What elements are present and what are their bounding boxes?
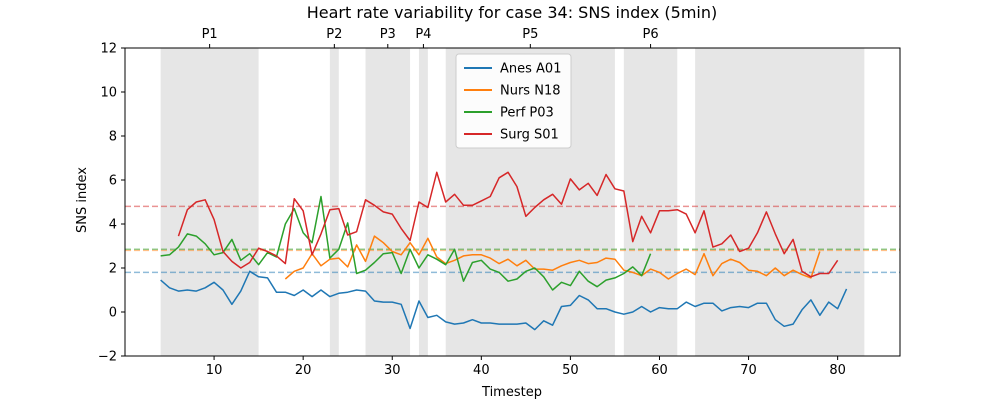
x-tick-label: 70 [740,363,757,378]
y-tick-label: 6 [109,174,117,189]
legend-entry: Anes A01 [500,62,561,77]
phase-band [160,48,259,356]
y-tick-label: 0 [109,306,117,321]
series-line-nurs-n18 [284,235,821,280]
phase-band [695,48,811,356]
series-line-perf-p03 [160,195,652,291]
x-axis-ticks: 10 20 30 40 50 60 70 80 [206,356,846,378]
phase-label: P3 [380,27,396,42]
phase-labels: P1 P2 P3 P4 P5 P6 [202,27,659,48]
chart-title: Heart rate variability for case 34: SNS … [307,3,717,22]
phase-label: P2 [326,27,342,42]
series-lines [160,171,848,331]
legend-box [455,53,572,149]
phase-band [623,48,678,356]
phase-label: P6 [643,27,659,42]
x-tick-label: 50 [562,363,579,378]
y-tick-label: 8 [109,130,117,145]
x-tick-label: 10 [206,363,223,378]
legend-entry: Nurs N18 [500,84,560,99]
phase-band [365,48,411,356]
legend-entry: Perf P03 [500,106,554,121]
phase-band [810,48,865,356]
legend: Anes A01 Nurs N18 Perf P03 Surg S01 [455,53,572,149]
x-tick-label: 80 [829,363,846,378]
x-tick-label: 20 [295,363,312,378]
y-axis-label: SNS index [75,167,90,233]
plot-frame [124,47,901,357]
x-tick-label: 40 [473,363,490,378]
x-axis-label: Timestep [481,385,542,400]
legend-entry: Surg S01 [500,128,559,143]
series-line-anes-a01 [160,270,848,331]
y-tick-label: 12 [100,42,117,57]
y-tick-label: 2 [109,262,117,277]
phase-label: P1 [202,27,218,42]
phase-label: P5 [522,27,538,42]
y-tick-label: 4 [109,218,117,233]
x-tick-label: 30 [384,363,401,378]
x-tick-label: 60 [651,363,668,378]
series-line-surg-s01 [177,171,839,278]
phase-band [418,48,428,356]
phase-label: P4 [415,27,431,42]
y-axis-ticks: −2 0 2 4 6 8 10 12 [98,42,125,365]
phase-band [329,48,339,356]
reference-lines [125,205,900,274]
y-tick-label: 10 [100,86,117,101]
y-tick-label: −2 [98,350,117,365]
